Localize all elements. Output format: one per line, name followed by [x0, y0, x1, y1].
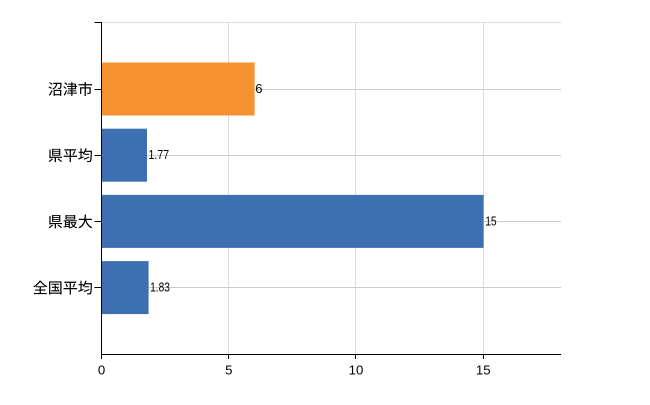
- svg-text:15: 15: [476, 363, 491, 378]
- svg-text:15: 15: [485, 213, 497, 228]
- svg-text:6: 6: [255, 81, 262, 96]
- svg-text:10: 10: [349, 363, 364, 378]
- svg-text:1.77: 1.77: [149, 147, 170, 162]
- svg-text:1.83: 1.83: [150, 280, 170, 295]
- svg-text:5: 5: [225, 363, 232, 378]
- svg-text:0: 0: [98, 363, 105, 378]
